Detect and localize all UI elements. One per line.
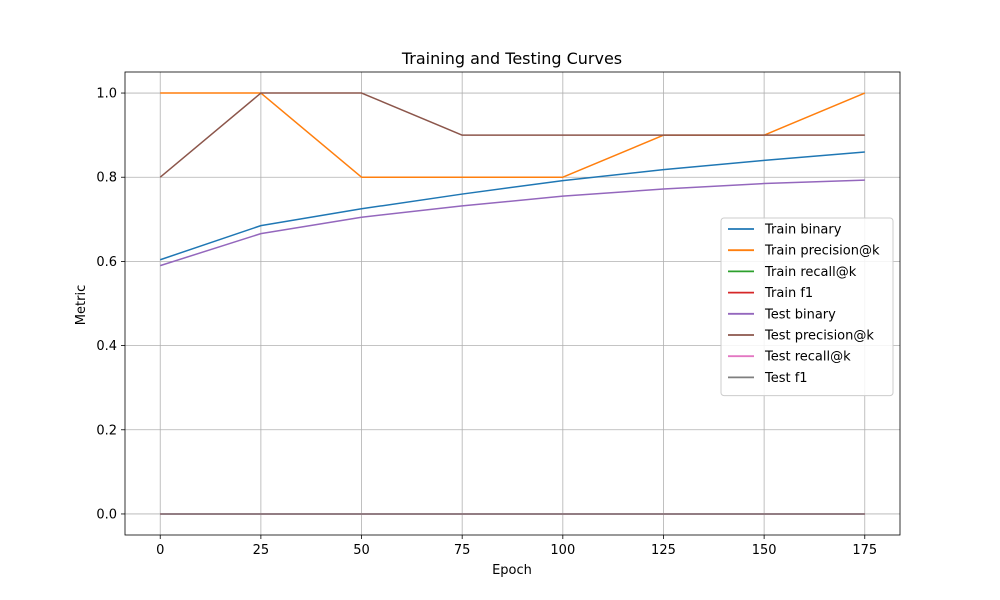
legend-label-6: Test recall@k	[764, 350, 851, 365]
ticks: 0 25 50 75 100 125 150 175 0.0 0.2 0.4 0.6 0.8 1.0	[96, 87, 877, 558]
x-tick-label: 25	[253, 543, 270, 558]
x-axis-label: Epoch	[492, 563, 532, 578]
legend-label-2: Train recall@k	[764, 265, 857, 280]
legend-label-0: Train binary	[764, 223, 842, 238]
y-tick-label: 0.0	[96, 507, 117, 522]
legend-box	[720, 217, 894, 397]
series-line-0	[159, 151, 865, 261]
chart-title: Training and Testing Curves	[401, 49, 622, 68]
x-tick-label: 150	[752, 543, 777, 558]
legend: Train binary Train precision@k Train recal…	[720, 217, 894, 397]
y-tick-label: 0.2	[96, 423, 117, 438]
x-tick-label: 175	[852, 543, 877, 558]
series-lines	[159, 92, 866, 515]
x-tick-label: 50	[353, 543, 370, 558]
x-tick-label: 75	[454, 543, 471, 558]
legend-label-5: Test precision@k	[764, 329, 874, 344]
x-tick-label: 125	[651, 543, 676, 558]
plot-frame	[124, 71, 901, 536]
legend-label-1: Train precision@k	[764, 244, 880, 259]
x-tick-label: 100	[550, 543, 575, 558]
legend-label-4: Test binary	[764, 307, 836, 322]
x-tick-label: 0	[156, 543, 164, 558]
y-axis-label: Metric	[74, 285, 89, 325]
series-line-5	[159, 92, 865, 178]
legend-label-7: Test f1	[764, 371, 808, 386]
y-tick-label: 1.0	[96, 87, 117, 102]
series-line-4	[160, 179, 865, 267]
y-tick-label: 0.4	[96, 339, 117, 354]
y-tick-label: 0.6	[96, 255, 117, 270]
legend-label-3: Train f1	[764, 286, 813, 301]
y-tick-label: 0.8	[96, 171, 117, 186]
